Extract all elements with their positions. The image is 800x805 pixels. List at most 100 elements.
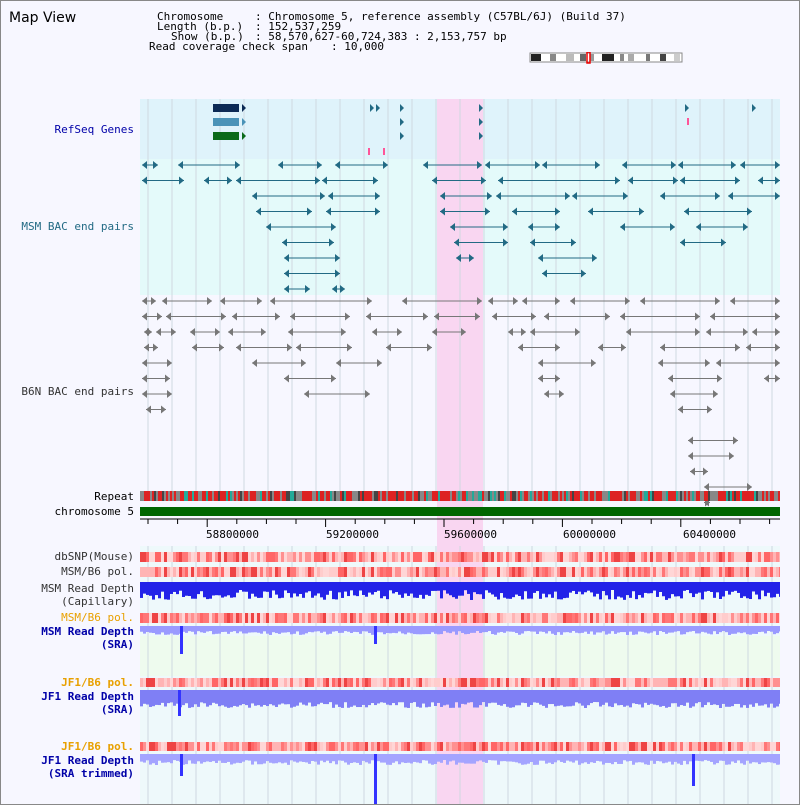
msm-b6-pol-heat-cell xyxy=(284,567,287,577)
msm-depth-cap-bar xyxy=(293,582,296,594)
msm-depth-cap-bar xyxy=(410,582,413,594)
msm-depth-sra-bar xyxy=(281,626,284,633)
jf1-b6-pol-heat-cell xyxy=(494,742,497,751)
jf1-depth-sra-bar xyxy=(476,690,479,708)
jf1-depth-trim-bar xyxy=(347,754,350,765)
msm-depth-cap-bar xyxy=(461,582,464,596)
msm-bac-end-marker xyxy=(673,176,678,185)
dbsnp-heat-cell xyxy=(197,552,200,562)
jf1-depth-trim-bar xyxy=(251,754,254,765)
msm-depth-cap-bar xyxy=(539,582,542,599)
msm-b6-pol-heat-cell xyxy=(350,613,353,623)
msm-bac-end-marker xyxy=(432,176,437,185)
length-value: : 152,537,259 xyxy=(255,20,342,33)
jf1-depth-trim-bar xyxy=(758,754,761,765)
jf1-depth-sra-bar xyxy=(275,690,278,707)
repeat-label: Repeat xyxy=(94,490,134,503)
dbsnp-heat-cell xyxy=(749,552,752,562)
jf1-depth-trim-bar xyxy=(338,754,341,761)
msm-b6-pol-heat-cell xyxy=(431,567,434,577)
repeat-segment xyxy=(198,491,200,501)
msm-depth-sra-bar xyxy=(566,626,569,633)
jf1-b6-pol-heat-cell xyxy=(146,742,149,751)
dbsnp-heat-cell xyxy=(233,552,236,562)
msm-b6-pol-heat-cell xyxy=(584,613,587,623)
msm-bac-end-marker xyxy=(721,238,726,247)
jf1-depth-trim-bar xyxy=(215,754,218,763)
dbsnp-heat-cell xyxy=(431,552,434,562)
dbsnp-heat-cell xyxy=(407,552,410,562)
msm-depth-cap-bar xyxy=(374,582,377,593)
msm-b6-pol-heat-cell xyxy=(458,567,461,577)
msm-depth-cap-bar xyxy=(323,582,326,600)
msm-b6-pol-heat-cell xyxy=(434,567,437,577)
jf1-depth-trim-bar xyxy=(638,754,641,763)
jf1-depth-sra-bar xyxy=(428,690,431,707)
chromosome-value: : Chromosome 5, reference assembly (C57B… xyxy=(255,10,626,23)
jf1-b6-pol-heat-cell xyxy=(689,742,692,751)
dbsnp-heat-cell xyxy=(248,552,251,562)
msm-depth-sra-bar xyxy=(422,626,425,635)
jf1-depth-trim-bar-spike xyxy=(180,754,183,776)
msm-b6-pol-heat-cell xyxy=(755,567,758,577)
repeat-segment xyxy=(390,491,392,501)
b6n-bac-end-marker xyxy=(660,343,665,352)
repeat-segment xyxy=(266,491,268,501)
jf1-b6-pol-heat-cell xyxy=(746,742,749,751)
repeat-segment xyxy=(620,491,622,501)
msm-depth-sra-bar xyxy=(266,626,269,634)
dbsnp-heat-cell xyxy=(194,552,197,562)
jf1-depth-trim-bar xyxy=(455,754,458,765)
msm-b6-pol-heat-cell xyxy=(257,567,260,577)
jf1-b6-pol-heat-cell xyxy=(287,678,290,687)
dbsnp-heat-cell xyxy=(293,552,296,562)
jf1-b6-pol-heat-cell xyxy=(491,742,494,751)
msm-b6-pol-heat-cell xyxy=(533,613,536,623)
jf1-depth-trim-bar xyxy=(311,754,314,761)
b6n-bac-end-marker xyxy=(513,297,518,305)
jf1-depth-trim-bar xyxy=(761,754,764,763)
repeat-segment xyxy=(684,491,686,501)
jf1-b6-pol-heat-cell xyxy=(518,678,521,687)
jf1-depth-sra-bar xyxy=(158,690,161,706)
jf1-b6-pol-heat-cell xyxy=(452,678,455,687)
msm-b6-pol-heat-cell xyxy=(434,613,437,623)
msm-depth-cap-bar xyxy=(761,582,764,591)
b6n-bac-end-marker xyxy=(492,312,497,321)
msm-b6-pol-heat-cell xyxy=(233,567,236,577)
msm-depth-cap-bar xyxy=(518,582,521,596)
jf1-depth-trim-bar xyxy=(548,754,551,763)
genome-browser-canvas[interactable] xyxy=(140,99,780,804)
msm-depth-cap-bar xyxy=(419,582,422,595)
msm-bac-end-marker xyxy=(684,207,689,216)
msm-b6-pol-heat-cell xyxy=(545,613,548,623)
msm-bac-end-marker xyxy=(481,176,486,185)
b6n-bac-end-marker xyxy=(232,312,237,321)
jf1-b6-pol-heat-cell xyxy=(335,742,338,751)
jf1-read-depth-trim-label: JF1 Read Depth xyxy=(41,754,134,767)
msm-depth-sra-bar xyxy=(365,626,368,632)
jf1-depth-sra-bar xyxy=(140,690,143,707)
jf1-depth-trim-bar xyxy=(683,754,686,761)
repeat-segment xyxy=(334,491,336,501)
dbsnp-heat-cell xyxy=(344,552,347,562)
b6n-bac-end-marker xyxy=(598,343,603,352)
chromosome-ideogram[interactable] xyxy=(528,52,686,64)
jf1-b6-pol-heat-cell xyxy=(341,678,344,687)
jf1-depth-sra-bar xyxy=(191,690,194,708)
jf1-depth-sra-bar xyxy=(773,690,776,708)
jf1-b6-pol-heat-cell xyxy=(296,678,299,687)
msm-depth-cap-bar xyxy=(629,582,632,598)
msm-depth-sra-bar xyxy=(392,626,395,633)
repeat-segment xyxy=(248,491,250,501)
msm-b6-pol-heat-cell xyxy=(281,567,284,577)
dbsnp-heat-cell xyxy=(182,552,185,562)
repeat-segment xyxy=(358,491,360,501)
repeat-segment xyxy=(540,491,542,501)
jf1-depth-sra-bar xyxy=(164,690,167,707)
jf1-b6-pol-heat-cell xyxy=(152,678,155,687)
jf1-b6-pol-heat-cell xyxy=(269,678,272,687)
dbsnp-heat-cell xyxy=(227,552,230,562)
dbsnp-heat-cell xyxy=(218,552,221,562)
msm-depth-sra-bar xyxy=(545,626,548,634)
